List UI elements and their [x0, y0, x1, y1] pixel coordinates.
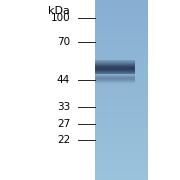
Text: 100: 100	[50, 13, 70, 23]
Text: kDa: kDa	[48, 6, 70, 16]
Text: 44: 44	[57, 75, 70, 85]
Text: 33: 33	[57, 102, 70, 112]
Text: 27: 27	[57, 119, 70, 129]
Text: 22: 22	[57, 135, 70, 145]
Text: 70: 70	[57, 37, 70, 47]
